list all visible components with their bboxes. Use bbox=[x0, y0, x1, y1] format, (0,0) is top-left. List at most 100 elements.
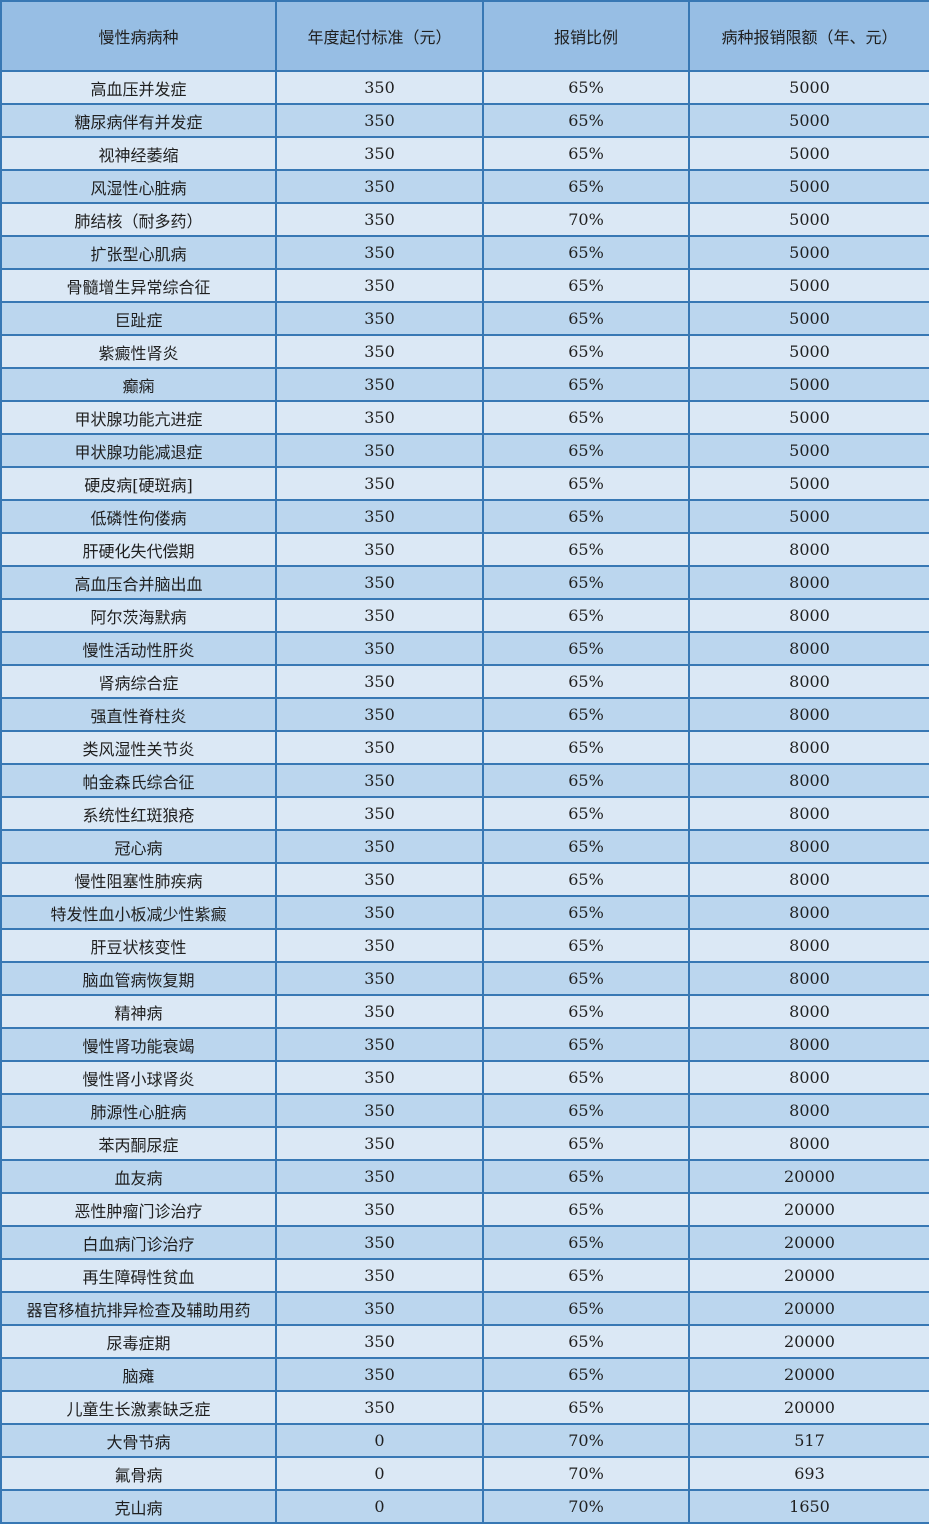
ratio-cell: 70% bbox=[482, 202, 690, 237]
disease-cell: 肾病综合症 bbox=[0, 664, 277, 699]
table-row: 克山病 0 70% 1650 bbox=[0, 1489, 929, 1524]
disease-cell: 慢性肾功能衰竭 bbox=[0, 1027, 277, 1062]
limit-cell: 5000 bbox=[688, 499, 929, 534]
table-row: 甲状腺功能减退症 350 65% 5000 bbox=[0, 433, 929, 468]
deductible-cell: 350 bbox=[275, 862, 484, 897]
deductible-cell: 350 bbox=[275, 730, 484, 765]
deductible-cell: 350 bbox=[275, 334, 484, 369]
deductible-cell: 350 bbox=[275, 169, 484, 204]
ratio-cell: 65% bbox=[482, 301, 690, 336]
header-reimbursement-ratio: 报销比例 bbox=[482, 0, 690, 72]
deductible-cell: 350 bbox=[275, 1060, 484, 1095]
table-row: 脑血管病恢复期 350 65% 8000 bbox=[0, 961, 929, 996]
deductible-cell: 350 bbox=[275, 565, 484, 600]
table-row: 恶性肿瘤门诊治疗 350 65% 20000 bbox=[0, 1192, 929, 1227]
deductible-cell: 350 bbox=[275, 631, 484, 666]
table-row: 肝豆状核变性 350 65% 8000 bbox=[0, 928, 929, 963]
limit-cell: 8000 bbox=[688, 730, 929, 765]
table-row: 巨趾症 350 65% 5000 bbox=[0, 301, 929, 336]
limit-cell: 8000 bbox=[688, 532, 929, 567]
disease-cell: 强直性脊柱炎 bbox=[0, 697, 277, 732]
limit-cell: 20000 bbox=[688, 1291, 929, 1326]
table-row: 高血压合并脑出血 350 65% 8000 bbox=[0, 565, 929, 600]
table-row: 慢性活动性肝炎 350 65% 8000 bbox=[0, 631, 929, 666]
limit-cell: 5000 bbox=[688, 136, 929, 171]
disease-cell: 肺源性心脏病 bbox=[0, 1093, 277, 1128]
disease-cell: 高血压合并脑出血 bbox=[0, 565, 277, 600]
deductible-cell: 350 bbox=[275, 994, 484, 1029]
deductible-cell: 350 bbox=[275, 664, 484, 699]
ratio-cell: 65% bbox=[482, 1390, 690, 1425]
deductible-cell: 350 bbox=[275, 301, 484, 336]
disease-cell: 高血压并发症 bbox=[0, 70, 277, 105]
deductible-cell: 350 bbox=[275, 829, 484, 864]
disease-cell: 糖尿病伴有并发症 bbox=[0, 103, 277, 138]
ratio-cell: 65% bbox=[482, 1126, 690, 1161]
limit-cell: 8000 bbox=[688, 994, 929, 1029]
ratio-cell: 65% bbox=[482, 565, 690, 600]
deductible-cell: 350 bbox=[275, 796, 484, 831]
limit-cell: 8000 bbox=[688, 565, 929, 600]
ratio-cell: 65% bbox=[482, 334, 690, 369]
limit-cell: 5000 bbox=[688, 400, 929, 435]
disease-cell: 器官移植抗排异检查及辅助用药 bbox=[0, 1291, 277, 1326]
deductible-cell: 350 bbox=[275, 136, 484, 171]
limit-cell: 517 bbox=[688, 1423, 929, 1458]
limit-cell: 693 bbox=[688, 1456, 929, 1491]
ratio-cell: 65% bbox=[482, 1192, 690, 1227]
limit-cell: 5000 bbox=[688, 334, 929, 369]
deductible-cell: 350 bbox=[275, 433, 484, 468]
ratio-cell: 65% bbox=[482, 598, 690, 633]
table-row: 器官移植抗排异检查及辅助用药 350 65% 20000 bbox=[0, 1291, 929, 1326]
limit-cell: 8000 bbox=[688, 598, 929, 633]
deductible-cell: 350 bbox=[275, 1192, 484, 1227]
disease-cell: 慢性活动性肝炎 bbox=[0, 631, 277, 666]
ratio-cell: 65% bbox=[482, 763, 690, 798]
deductible-cell: 350 bbox=[275, 268, 484, 303]
deductible-cell: 350 bbox=[275, 532, 484, 567]
ratio-cell: 65% bbox=[482, 268, 690, 303]
limit-cell: 5000 bbox=[688, 433, 929, 468]
disease-cell: 脑瘫 bbox=[0, 1357, 277, 1392]
table-row: 慢性肾小球肾炎 350 65% 8000 bbox=[0, 1060, 929, 1095]
deductible-cell: 350 bbox=[275, 202, 484, 237]
deductible-cell: 350 bbox=[275, 1159, 484, 1194]
table-row: 苯丙酮尿症 350 65% 8000 bbox=[0, 1126, 929, 1161]
table-row: 冠心病 350 65% 8000 bbox=[0, 829, 929, 864]
disease-cell: 巨趾症 bbox=[0, 301, 277, 336]
ratio-cell: 65% bbox=[482, 829, 690, 864]
disease-cell: 低磷性佝偻病 bbox=[0, 499, 277, 534]
ratio-cell: 65% bbox=[482, 367, 690, 402]
limit-cell: 5000 bbox=[688, 268, 929, 303]
ratio-cell: 65% bbox=[482, 796, 690, 831]
table-row: 慢性肾功能衰竭 350 65% 8000 bbox=[0, 1027, 929, 1062]
disease-cell: 苯丙酮尿症 bbox=[0, 1126, 277, 1161]
ratio-cell: 65% bbox=[482, 136, 690, 171]
ratio-cell: 65% bbox=[482, 1225, 690, 1260]
table-row: 紫癜性肾炎 350 65% 5000 bbox=[0, 334, 929, 369]
ratio-cell: 65% bbox=[482, 103, 690, 138]
disease-cell: 肝豆状核变性 bbox=[0, 928, 277, 963]
table-row: 阿尔茨海默病 350 65% 8000 bbox=[0, 598, 929, 633]
limit-cell: 5000 bbox=[688, 466, 929, 501]
disease-cell: 克山病 bbox=[0, 1489, 277, 1524]
limit-cell: 8000 bbox=[688, 862, 929, 897]
deductible-cell: 350 bbox=[275, 1390, 484, 1425]
deductible-cell: 350 bbox=[275, 1291, 484, 1326]
table-row: 肺结核（耐多药） 350 70% 5000 bbox=[0, 202, 929, 237]
disease-cell: 紫癜性肾炎 bbox=[0, 334, 277, 369]
limit-cell: 8000 bbox=[688, 763, 929, 798]
ratio-cell: 65% bbox=[482, 961, 690, 996]
ratio-cell: 65% bbox=[482, 169, 690, 204]
table-row: 白血病门诊治疗 350 65% 20000 bbox=[0, 1225, 929, 1260]
disease-cell: 精神病 bbox=[0, 994, 277, 1029]
deductible-cell: 350 bbox=[275, 400, 484, 435]
deductible-cell: 350 bbox=[275, 1357, 484, 1392]
disease-cell: 再生障碍性贫血 bbox=[0, 1258, 277, 1293]
disease-cell: 血友病 bbox=[0, 1159, 277, 1194]
disease-cell: 恶性肿瘤门诊治疗 bbox=[0, 1192, 277, 1227]
table-body: 高血压并发症 350 65% 5000 糖尿病伴有并发症 350 65% 500… bbox=[0, 70, 929, 1524]
limit-cell: 5000 bbox=[688, 169, 929, 204]
disease-cell: 尿毒症期 bbox=[0, 1324, 277, 1359]
